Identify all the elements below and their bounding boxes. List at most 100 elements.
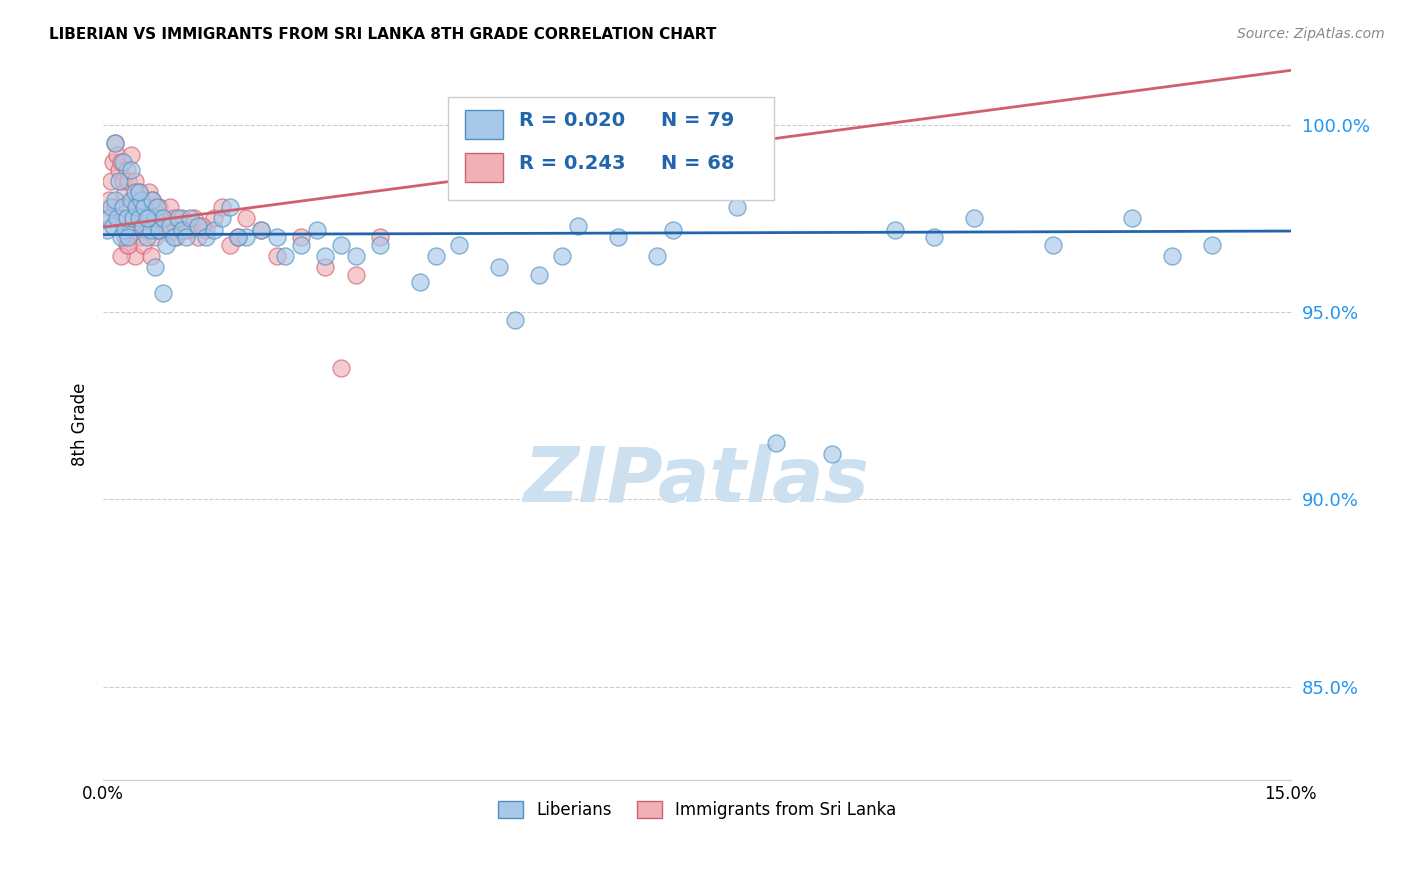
Point bbox=[163, 230, 186, 244]
Point bbox=[138, 211, 160, 226]
Point bbox=[149, 211, 172, 226]
Point bbox=[195, 222, 218, 236]
Point bbox=[368, 237, 391, 252]
Point bbox=[120, 193, 142, 207]
Point bbox=[250, 222, 273, 236]
Point bbox=[329, 237, 352, 252]
Point bbox=[368, 230, 391, 244]
Point bbox=[346, 249, 368, 263]
Point bbox=[117, 174, 139, 188]
Point bbox=[125, 200, 148, 214]
Text: N = 68: N = 68 bbox=[661, 153, 735, 173]
Text: Source: ZipAtlas.com: Source: ZipAtlas.com bbox=[1237, 27, 1385, 41]
Point bbox=[110, 249, 132, 263]
Point bbox=[117, 237, 139, 252]
Point bbox=[662, 222, 685, 236]
Point bbox=[148, 222, 170, 236]
Point bbox=[250, 222, 273, 236]
Point bbox=[647, 249, 669, 263]
Point bbox=[152, 286, 174, 301]
Point bbox=[128, 185, 150, 199]
Point bbox=[115, 237, 138, 252]
Text: R = 0.020: R = 0.020 bbox=[519, 111, 624, 130]
Point bbox=[143, 260, 166, 274]
Point bbox=[218, 237, 240, 252]
Point bbox=[179, 222, 201, 236]
Point bbox=[135, 211, 157, 226]
Point bbox=[111, 174, 134, 188]
Point bbox=[104, 193, 127, 207]
Point bbox=[96, 222, 118, 236]
Point bbox=[153, 219, 176, 233]
Point bbox=[152, 211, 174, 226]
Point bbox=[165, 230, 187, 244]
Point bbox=[143, 230, 166, 244]
Point bbox=[305, 222, 328, 236]
Point bbox=[146, 222, 169, 236]
Point bbox=[1161, 249, 1184, 263]
Point bbox=[235, 230, 257, 244]
Point bbox=[105, 211, 128, 226]
Point bbox=[114, 222, 136, 236]
Point bbox=[104, 136, 127, 151]
Point bbox=[148, 200, 170, 214]
Point bbox=[172, 222, 194, 236]
Point bbox=[128, 185, 150, 199]
Point bbox=[134, 200, 156, 214]
Point bbox=[503, 312, 526, 326]
Point bbox=[128, 211, 150, 226]
Point bbox=[98, 193, 121, 207]
Point bbox=[167, 211, 190, 226]
Point bbox=[111, 200, 134, 214]
Point bbox=[155, 237, 177, 252]
Point bbox=[924, 230, 946, 244]
Point bbox=[202, 211, 225, 226]
Point bbox=[110, 155, 132, 169]
Point bbox=[488, 260, 510, 274]
Point bbox=[122, 193, 145, 207]
Point bbox=[111, 211, 134, 226]
Text: ZIPatlas: ZIPatlas bbox=[524, 444, 870, 518]
Point bbox=[128, 230, 150, 244]
Point bbox=[820, 447, 842, 461]
Text: R = 0.243: R = 0.243 bbox=[519, 153, 626, 173]
Point bbox=[139, 200, 162, 214]
Point bbox=[143, 211, 166, 226]
Point bbox=[409, 275, 432, 289]
Point bbox=[1201, 237, 1223, 252]
Point bbox=[167, 222, 190, 236]
FancyBboxPatch shape bbox=[465, 111, 503, 139]
Point bbox=[290, 237, 312, 252]
Point bbox=[104, 136, 127, 151]
Point bbox=[117, 230, 139, 244]
Point bbox=[100, 200, 122, 214]
Point bbox=[963, 211, 986, 226]
Point bbox=[124, 174, 146, 188]
Point bbox=[174, 230, 197, 244]
Point bbox=[132, 193, 155, 207]
Point bbox=[135, 211, 157, 226]
Text: N = 79: N = 79 bbox=[661, 111, 734, 130]
Point bbox=[235, 211, 257, 226]
Point bbox=[101, 155, 124, 169]
Point bbox=[183, 211, 205, 226]
Point bbox=[346, 268, 368, 282]
Point bbox=[132, 219, 155, 233]
FancyBboxPatch shape bbox=[447, 97, 775, 200]
Point bbox=[111, 155, 134, 169]
Point bbox=[100, 174, 122, 188]
Point bbox=[266, 230, 288, 244]
Point bbox=[226, 230, 249, 244]
Point bbox=[98, 211, 121, 226]
Point bbox=[115, 162, 138, 177]
Point bbox=[211, 200, 233, 214]
Point bbox=[159, 227, 181, 241]
Point bbox=[122, 211, 145, 226]
Point bbox=[120, 147, 142, 161]
Point bbox=[1121, 211, 1143, 226]
Point bbox=[226, 230, 249, 244]
Point bbox=[129, 193, 152, 207]
Point bbox=[187, 230, 209, 244]
Point bbox=[195, 230, 218, 244]
Point bbox=[425, 249, 447, 263]
